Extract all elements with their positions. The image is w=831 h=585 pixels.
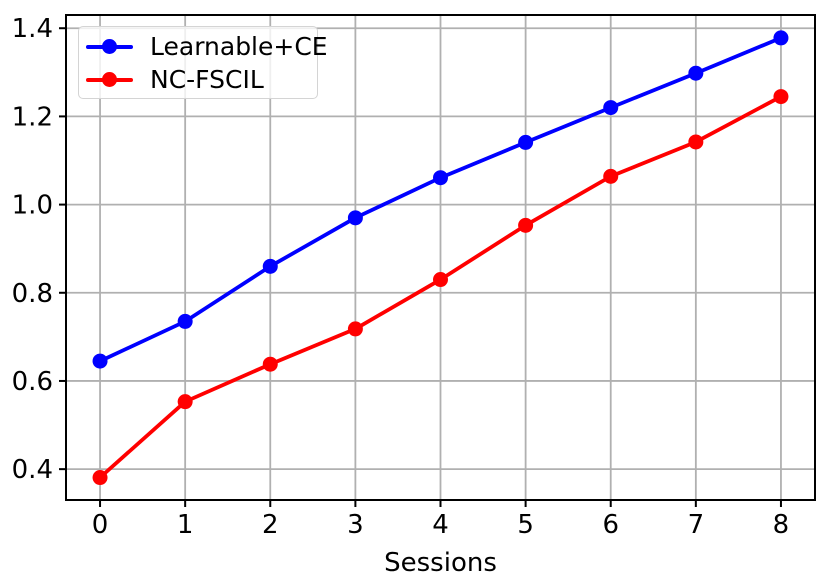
x-tick-label: 1 [177,510,194,540]
y-tick-label: 0.6 [12,367,53,397]
x-tick-label: 8 [773,510,790,540]
x-tick-label: 4 [432,510,449,540]
legend-line-marker-icon [86,63,133,96]
y-tick-label: 1.4 [12,14,53,44]
legend-item-nc-fscil: NC-FSCIL [86,63,309,96]
y-tick-label: 0.8 [12,279,53,309]
x-tick-label: 2 [262,510,279,540]
legend-line-marker-icon [86,30,133,63]
legend-label: NC-FSCIL [150,65,264,94]
x-tick-label: 6 [602,510,619,540]
x-tick-label: 3 [347,510,364,540]
x-axis-title: Sessions [384,548,497,578]
x-tick-label: 7 [688,510,705,540]
y-tick-label: 1.0 [12,191,53,221]
y-tick-label: 0.4 [12,455,53,485]
y-tick-label: 1.2 [12,102,53,132]
legend-label: Learnable+CE [150,32,328,61]
legend-item-learnable-ce: Learnable+CE [86,30,328,63]
legend: Learnable+CE NC-FSCIL [78,26,328,99]
x-tick-label: 5 [517,510,534,540]
x-tick-label: 0 [92,510,109,540]
